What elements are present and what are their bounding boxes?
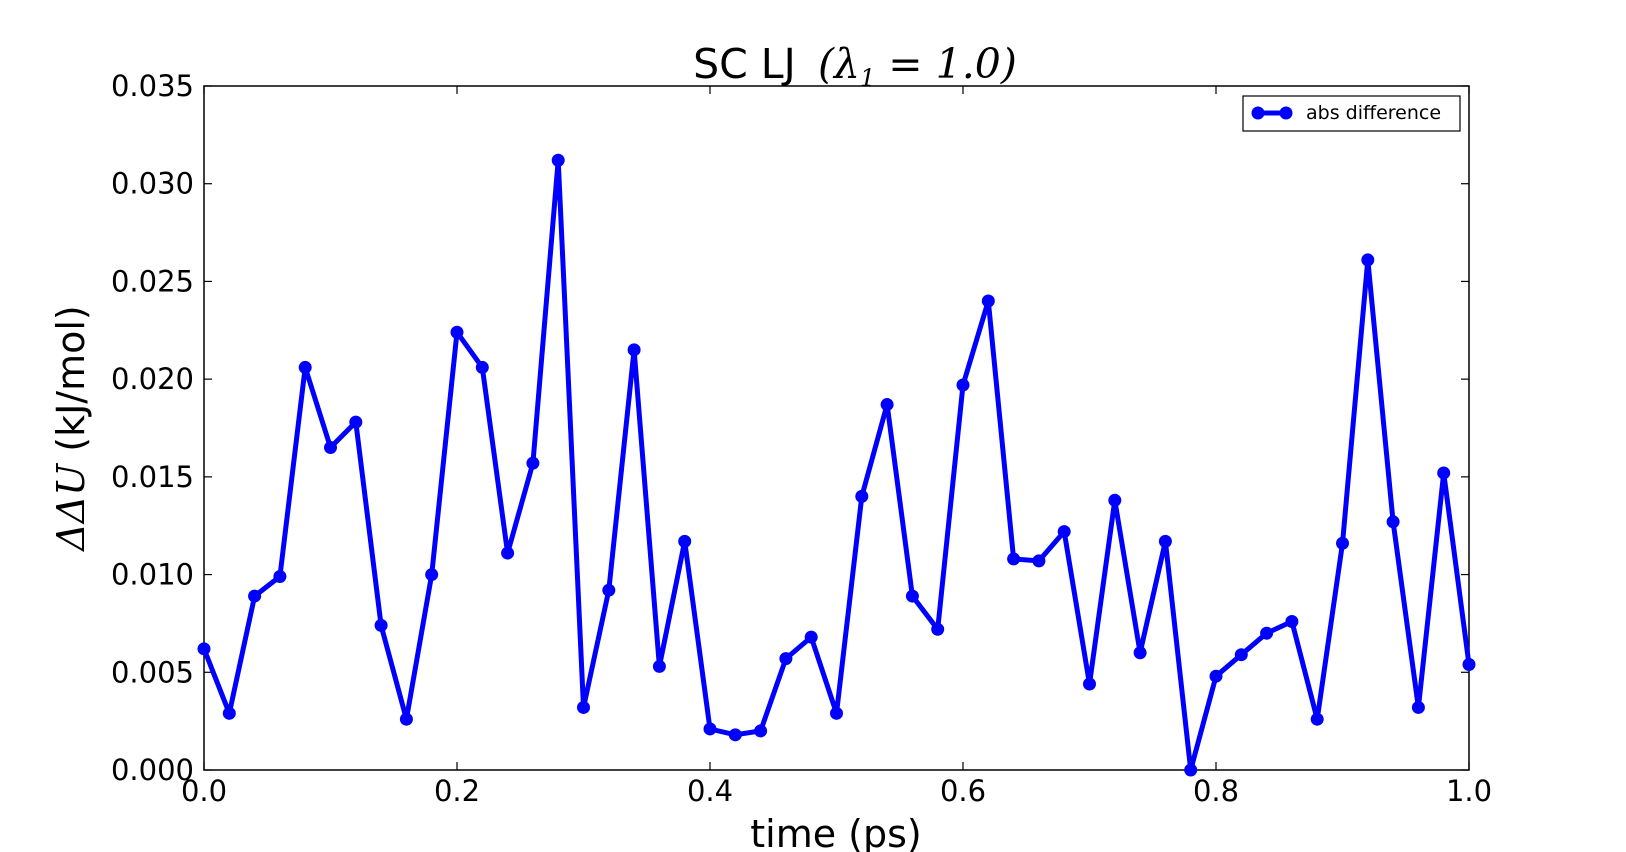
data-point xyxy=(905,589,919,603)
data-point xyxy=(703,722,717,736)
data-point xyxy=(931,622,945,636)
legend-marker-left xyxy=(1251,106,1265,120)
chart-title-prefix: SC LJ xyxy=(693,40,796,88)
data-point xyxy=(1083,677,1096,691)
data-point xyxy=(425,568,439,582)
y-axis-title: ΔΔU (kJ/mol) xyxy=(49,305,93,553)
data-point xyxy=(602,583,616,597)
data-point xyxy=(273,570,287,584)
data-point xyxy=(804,630,818,644)
y-axis-title-math: ΔΔU xyxy=(49,462,93,553)
data-point xyxy=(1361,253,1375,267)
data-point xyxy=(830,706,843,720)
data-point xyxy=(324,441,337,455)
data-point xyxy=(501,546,515,560)
data-point xyxy=(1032,554,1046,568)
y-tick-label: 0.035 xyxy=(111,69,194,103)
data-point xyxy=(349,415,363,429)
chart-title-math: (λ xyxy=(818,40,860,88)
data-point xyxy=(1310,712,1324,726)
data-point xyxy=(248,589,262,603)
data-point xyxy=(577,700,590,714)
y-tick-label: 0.030 xyxy=(111,167,194,201)
series-line xyxy=(201,157,1472,773)
data-point xyxy=(1462,657,1476,671)
data-point xyxy=(1285,614,1299,628)
data-point xyxy=(1184,763,1198,777)
data-point xyxy=(880,398,894,412)
x-axis-title: time (ps) xyxy=(750,812,922,852)
data-point xyxy=(981,294,995,308)
data-point xyxy=(222,706,236,720)
data-point xyxy=(1386,515,1400,529)
data-point xyxy=(1437,466,1451,480)
data-point xyxy=(475,360,489,374)
data-point xyxy=(1411,700,1425,714)
y-tick-label: 0.015 xyxy=(111,460,194,494)
series-group xyxy=(197,153,1476,777)
data-point xyxy=(779,652,793,666)
chart-title-math-rest: = 1.0) xyxy=(875,40,1017,88)
data-point xyxy=(526,456,540,470)
legend-marker-right xyxy=(1279,106,1293,120)
data-point xyxy=(1336,536,1349,550)
y-axis-title-rest: (kJ/mol) xyxy=(49,305,93,464)
data-point xyxy=(652,659,666,673)
data-point xyxy=(551,153,565,167)
data-point xyxy=(1057,525,1071,539)
data-point xyxy=(1209,669,1223,683)
legend: abs difference xyxy=(1242,95,1461,132)
data-point xyxy=(678,534,692,548)
x-tick-label: 0.2 xyxy=(434,774,480,808)
data-point xyxy=(1133,646,1147,660)
x-tick-label: 1.0 xyxy=(1446,774,1492,808)
y-tick-label: 0.020 xyxy=(111,362,194,396)
data-point xyxy=(1260,626,1274,640)
data-point xyxy=(728,728,742,742)
y-tick-label: 0.025 xyxy=(111,264,194,298)
data-point xyxy=(374,618,388,632)
legend-label: abs difference xyxy=(1306,102,1441,124)
data-point xyxy=(956,378,970,392)
chart-title: SC LJ (λ1 = 1.0) xyxy=(693,40,1017,92)
y-tick-label: 0.005 xyxy=(111,655,194,689)
data-point xyxy=(627,343,641,357)
x-tick-label: 0.6 xyxy=(940,774,986,808)
y-tick-label: 0.000 xyxy=(111,753,194,787)
data-point xyxy=(1108,493,1122,507)
data-point xyxy=(855,489,869,503)
data-point xyxy=(754,724,768,738)
x-tick-label: 0.4 xyxy=(687,774,733,808)
data-point xyxy=(1007,552,1021,566)
x-axis: 0.0 0.2 0.4 0.6 0.8 1.0 xyxy=(181,86,1492,808)
data-point xyxy=(197,642,211,656)
y-axis: 0.000 0.005 0.010 0.015 0.020 0.025 0.030 0.035 xyxy=(111,69,1469,787)
data-point xyxy=(298,360,312,374)
data-point xyxy=(450,325,464,339)
x-tick-label: 0.8 xyxy=(1193,774,1239,808)
data-point xyxy=(1158,534,1172,548)
data-point xyxy=(399,712,413,726)
chart-title-math-sub: 1 xyxy=(860,64,875,92)
plot-area xyxy=(203,85,1470,771)
data-point xyxy=(1234,648,1248,662)
y-tick-label: 0.010 xyxy=(111,558,194,592)
x-tick-label: 0.0 xyxy=(181,774,227,808)
